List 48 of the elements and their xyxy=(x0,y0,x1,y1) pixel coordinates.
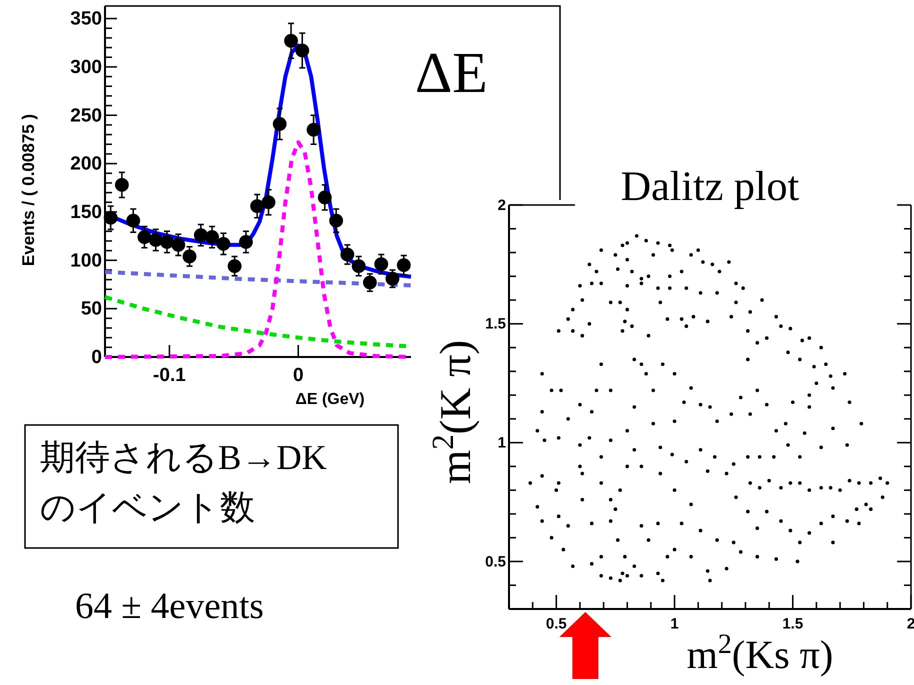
y-tick-label: 50 xyxy=(80,298,102,320)
point xyxy=(386,272,400,286)
y-tick-label: 100 xyxy=(70,250,102,272)
point xyxy=(114,178,129,192)
y-tick-label: 200 xyxy=(70,154,102,175)
point xyxy=(148,233,163,247)
point xyxy=(126,214,140,228)
point xyxy=(329,214,344,228)
point xyxy=(340,248,354,262)
point xyxy=(138,230,152,244)
point xyxy=(306,122,321,137)
y-tick-label: 150 xyxy=(70,202,102,224)
point xyxy=(104,210,118,225)
y-tick-label: 2 xyxy=(498,196,506,214)
x-tick-label: 1 xyxy=(670,616,679,632)
point xyxy=(239,235,253,249)
y-tick-label: 250 xyxy=(70,105,102,126)
y-tick-label: 350 xyxy=(70,8,102,30)
point xyxy=(318,190,332,204)
point xyxy=(171,238,186,252)
point xyxy=(396,258,411,272)
point xyxy=(160,235,174,249)
chart-title: Dalitz plot xyxy=(620,164,800,210)
y-tick-label: 300 xyxy=(70,56,102,78)
y-tick-label: 1 xyxy=(498,434,506,452)
point xyxy=(284,34,298,48)
point xyxy=(194,228,208,242)
y-tick-label: 0 xyxy=(91,347,102,368)
point xyxy=(262,195,276,210)
text: 期待されるB→DKのイベント数 xyxy=(40,437,328,529)
point xyxy=(216,236,230,251)
point xyxy=(352,259,366,274)
x-axis-title: ΔE (GeV) xyxy=(295,391,365,408)
x-tick-label: 0.5 xyxy=(546,616,567,632)
point xyxy=(205,230,219,244)
point xyxy=(362,276,377,290)
point xyxy=(182,250,196,264)
y-axis-title: Events / ( 0.00875 ) xyxy=(19,114,38,266)
point xyxy=(228,259,242,274)
text: 64 ± 4events xyxy=(75,586,264,627)
point xyxy=(250,199,264,214)
point xyxy=(374,257,388,272)
y-tick-label: 0.5 xyxy=(485,553,506,570)
point xyxy=(272,117,287,131)
point xyxy=(295,44,310,58)
x-tick-label: -0.1 xyxy=(153,364,186,386)
text: ΔE xyxy=(415,40,488,105)
y-tick-label: 1.5 xyxy=(485,316,506,333)
